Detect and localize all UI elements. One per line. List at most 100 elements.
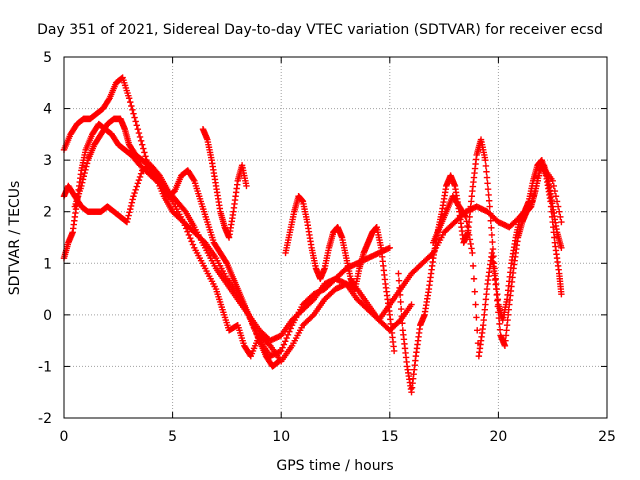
data-point	[282, 338, 289, 345]
data-point	[397, 298, 404, 306]
data-point	[309, 297, 316, 304]
chart-title: Day 351 of 2021, Sidereal Day-to-day VTE…	[37, 22, 603, 38]
x-axis-label: GPS time / hours	[276, 458, 393, 474]
data-point	[185, 231, 193, 239]
x-tick-label: 15	[381, 429, 399, 445]
data-point	[386, 244, 393, 252]
data-point	[395, 270, 402, 277]
data-point	[129, 196, 136, 203]
data-point	[557, 213, 564, 221]
y-tick-label: 2	[43, 205, 52, 221]
data-point	[484, 180, 491, 187]
data-point	[134, 126, 142, 133]
data-point	[467, 240, 474, 248]
data-point	[309, 312, 316, 320]
data-point	[80, 173, 88, 180]
series-sat-d	[71, 115, 283, 370]
data-point	[399, 320, 406, 327]
data-point	[136, 173, 144, 181]
data-point	[279, 344, 286, 351]
data-point	[486, 203, 493, 210]
data-point	[493, 291, 500, 299]
plot-frame	[63, 56, 608, 419]
data-point	[182, 225, 190, 232]
data-point	[124, 215, 132, 223]
data-point	[133, 183, 140, 190]
data-point	[181, 222, 189, 229]
data-point	[493, 285, 500, 293]
data-point	[496, 326, 504, 333]
data-point	[78, 179, 86, 186]
data-point	[136, 133, 144, 141]
data-point	[398, 312, 405, 320]
data-point	[465, 231, 473, 239]
data-point	[283, 334, 290, 342]
data-point	[553, 198, 561, 205]
y-tick-label: 1	[43, 256, 52, 272]
data-point	[469, 262, 477, 270]
data-point	[395, 277, 403, 284]
data-point	[494, 303, 502, 310]
data-point	[126, 209, 133, 216]
data-point	[466, 236, 474, 243]
data-point	[105, 96, 112, 103]
data-point	[485, 191, 492, 199]
data-points	[60, 74, 565, 396]
y-tick-label: 3	[43, 153, 52, 169]
data-point	[462, 213, 470, 221]
gridlines	[64, 57, 607, 418]
data-point	[132, 118, 139, 125]
data-point	[127, 98, 134, 106]
data-point	[265, 341, 273, 348]
data-point	[131, 189, 138, 197]
data-point	[187, 234, 194, 242]
data-point	[135, 129, 143, 137]
data-point	[550, 182, 557, 190]
data-point	[184, 228, 191, 235]
data-point	[125, 95, 133, 102]
data-point	[489, 245, 497, 253]
data-point	[278, 347, 285, 355]
data-point	[554, 203, 562, 210]
data-point	[83, 160, 91, 167]
data-point	[138, 141, 146, 148]
data-point	[135, 176, 143, 184]
data-point	[485, 197, 493, 204]
data-point	[556, 208, 563, 215]
data-point	[408, 301, 415, 308]
data-point	[496, 320, 503, 328]
data-point	[129, 106, 136, 114]
data-point	[558, 218, 565, 226]
data-point	[487, 217, 494, 224]
data-point	[488, 224, 495, 232]
data-point	[482, 156, 489, 164]
data-point	[464, 222, 471, 230]
data-point	[484, 185, 492, 193]
data-point	[471, 288, 478, 295]
data-point	[284, 331, 292, 339]
data-point	[390, 347, 398, 355]
data-point	[128, 199, 136, 206]
data-point	[140, 145, 147, 152]
series-sat-f	[282, 193, 398, 355]
data-point	[469, 249, 476, 257]
data-point	[123, 218, 131, 226]
data-point	[141, 149, 148, 156]
data-point	[132, 186, 139, 193]
data-point	[180, 218, 187, 226]
data-point	[81, 169, 88, 177]
data-point	[558, 244, 565, 252]
y-tick-label: 4	[43, 102, 52, 118]
data-point	[128, 102, 135, 110]
data-point	[125, 212, 132, 219]
data-point	[487, 210, 494, 217]
data-point	[494, 297, 501, 304]
data-point	[472, 301, 479, 308]
data-point	[465, 227, 472, 234]
data-point	[396, 284, 403, 291]
series-sat-c	[60, 120, 415, 365]
y-tick-label: 5	[43, 50, 52, 66]
data-point	[181, 207, 188, 214]
data-point	[131, 114, 138, 121]
